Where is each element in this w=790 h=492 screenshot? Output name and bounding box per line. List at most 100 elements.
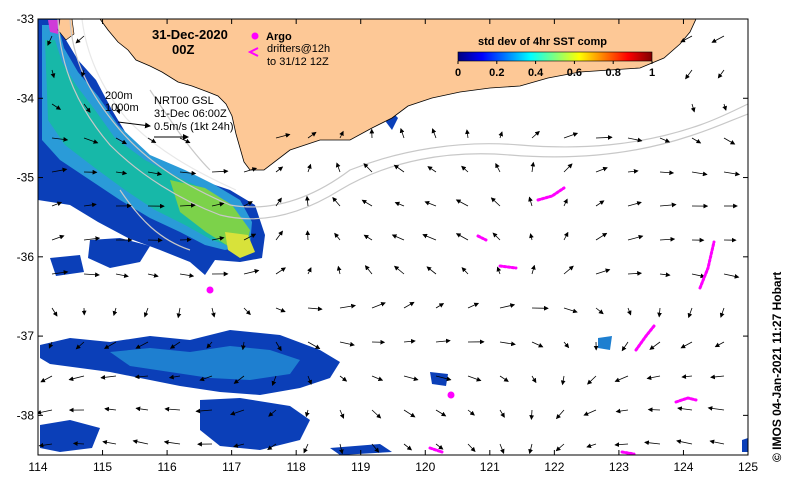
current-vector (499, 443, 505, 454)
current-vector (595, 166, 608, 173)
current-vector (40, 375, 53, 383)
y-tick-label: -38 (17, 408, 35, 422)
current-vector (709, 439, 725, 445)
current-vector (83, 236, 101, 241)
current-vector (332, 196, 341, 207)
current-vector (717, 69, 725, 79)
current-vector (164, 406, 181, 412)
current-vector (243, 233, 257, 241)
colorbar-tick-label: 0.6 (567, 67, 582, 79)
current-vector (233, 443, 245, 448)
current-vector (621, 341, 629, 352)
current-vector (47, 35, 53, 46)
current-vector (659, 272, 671, 278)
current-vector (268, 409, 277, 417)
current-vector (230, 409, 245, 416)
current-vector (627, 201, 642, 207)
current-vector (563, 341, 570, 349)
current-vector (563, 198, 568, 207)
current-vector (339, 341, 355, 347)
current-vector (455, 233, 469, 241)
current-vector (403, 338, 416, 344)
argo-symbol-icon (251, 32, 259, 40)
current-vector (275, 341, 282, 352)
drifter-symbol-icon (247, 47, 259, 57)
current-vector (211, 169, 229, 174)
current-vector (179, 137, 191, 144)
isobath-200-label: 200m (105, 90, 133, 102)
current-vector (499, 375, 509, 382)
current-vector (676, 439, 693, 445)
current-vector (211, 201, 225, 207)
current-vector (403, 375, 419, 382)
current-vector (614, 442, 629, 448)
current-vector (627, 168, 639, 174)
x-tick-label: 119 (351, 460, 370, 474)
current-vector (595, 135, 613, 140)
x-tick-label: 123 (609, 460, 629, 474)
current-vector (394, 201, 405, 207)
current-vector (51, 307, 58, 317)
current-vector (723, 273, 740, 279)
isobath-1000-label: 1000m (105, 102, 139, 114)
current-vector (275, 307, 286, 313)
current-vector (403, 409, 416, 418)
argo-floats (206, 286, 649, 455)
current-vector (339, 375, 348, 382)
current-vector (723, 171, 741, 177)
current-vector (305, 230, 311, 241)
current-vector (691, 137, 702, 144)
current-vector (531, 341, 544, 348)
current-source-label: NRT00 GSL (154, 95, 214, 107)
current-time-label: 31-Dec 06:00Z (154, 108, 227, 120)
current-vector (38, 409, 53, 415)
current-vector (531, 264, 536, 275)
current-vector-field (38, 35, 741, 455)
current-vector (498, 131, 504, 139)
x-tick-label: 117 (222, 460, 241, 474)
colorbar-tick-label: 0.2 (489, 67, 504, 79)
current-vector (647, 407, 661, 413)
credit-text: © IMOS 04-Jan-2021 11:27 Hobart (770, 272, 784, 462)
current-vector (690, 103, 696, 113)
current-vector (722, 103, 728, 111)
current-vector (435, 303, 445, 309)
drifters-label-line1: drifters@12h (267, 43, 330, 55)
current-vector (243, 201, 253, 207)
current-vector (211, 236, 225, 241)
current-vector (80, 69, 86, 78)
current-vector (51, 234, 65, 241)
current-vector (147, 273, 159, 278)
colorbar-tick-label: 0.4 (528, 67, 544, 79)
current-vector (179, 170, 197, 176)
current-vector (48, 341, 54, 349)
current-vector (461, 165, 469, 173)
current-vector (595, 200, 605, 207)
y-tick-label: -37 (17, 329, 35, 343)
current-vector (115, 273, 129, 278)
current-vector (169, 341, 181, 349)
sst-data-layer (38, 19, 748, 455)
current-vector (307, 341, 321, 349)
current-vector (499, 303, 516, 309)
current-vector (210, 307, 216, 318)
current-vector (659, 137, 671, 143)
current-vector (595, 307, 604, 315)
map-hour-title: 00Z (172, 42, 194, 57)
current-vector (115, 103, 121, 115)
current-vector (614, 375, 629, 383)
current-vector (305, 409, 310, 418)
y-tick-label: -35 (17, 171, 35, 185)
current-vector (499, 341, 516, 347)
argo-label: Argo (266, 31, 292, 43)
current-vector (719, 307, 725, 318)
current-vector (275, 197, 282, 207)
current-vector (100, 374, 117, 380)
current-vector (163, 439, 181, 445)
map-date-title: 31-Dec-2020 (152, 27, 228, 42)
current-vector (336, 265, 342, 275)
current-vector (51, 270, 69, 275)
current-vector (371, 375, 384, 381)
current-vector (563, 132, 579, 139)
current-vector (305, 195, 310, 207)
